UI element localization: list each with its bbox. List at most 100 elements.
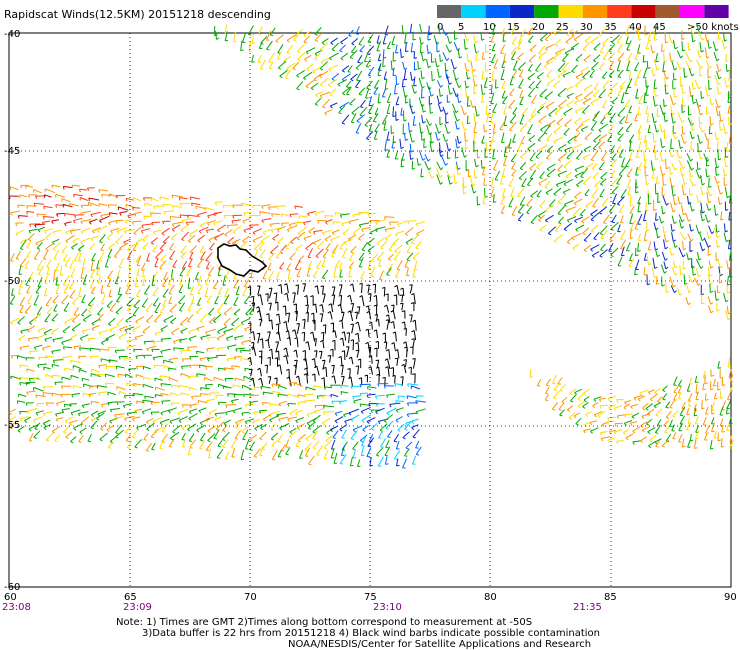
wind-barb-tick: [599, 432, 603, 436]
wind-barb: [566, 28, 574, 35]
wind-barb-tick: [152, 341, 156, 345]
wind-barb: [73, 193, 83, 197]
wind-barb-tick: [55, 413, 58, 417]
wind-barb-tick: [509, 94, 513, 96]
wind-barb: [286, 62, 296, 70]
wind-barb-tick: [62, 346, 65, 350]
wind-barb-tick: [70, 412, 74, 416]
wind-barb: [648, 389, 655, 393]
wind-barb: [373, 130, 378, 140]
wind-barb-tick: [63, 284, 67, 286]
wind-barb: [461, 147, 465, 158]
wind-barb-tick: [296, 88, 300, 91]
wind-barb-tick: [404, 346, 408, 349]
wind-barb-tick: [388, 258, 392, 261]
wind-barb-tick: [655, 94, 659, 98]
wind-barb: [206, 347, 215, 350]
wind-barb: [563, 107, 573, 115]
wind-barb: [125, 218, 133, 222]
wind-barb-tick: [393, 440, 398, 443]
wind-barb: [209, 316, 216, 323]
wind-barb-tick: [234, 437, 239, 440]
wind-barb: [80, 416, 90, 424]
wind-barb-tick: [208, 239, 212, 243]
wind-barb-tick: [277, 58, 281, 60]
wind-barb-tick: [330, 348, 334, 351]
wind-barb: [200, 251, 206, 260]
wind-barb-tick: [539, 39, 544, 42]
wind-barb: [46, 259, 52, 268]
wind-barb: [208, 448, 211, 458]
wind-barb-tick: [65, 231, 68, 235]
wind-barb: [706, 186, 711, 197]
wind-barb: [508, 197, 514, 207]
wind-barb: [123, 403, 133, 407]
wind-barb: [169, 377, 179, 382]
wind-barb: [409, 103, 414, 114]
wind-barb-tick: [654, 32, 659, 35]
wind-barb: [629, 151, 633, 161]
wind-barb-tick: [643, 101, 648, 104]
wind-barb: [671, 131, 676, 140]
wind-barb: [159, 196, 169, 200]
wind-barb: [209, 242, 215, 250]
wind-barb-tick: [397, 268, 401, 271]
wind-barb: [33, 416, 43, 421]
wind-barb: [109, 417, 118, 422]
wind-barb: [600, 243, 606, 251]
wind-barb: [169, 303, 177, 312]
wind-barb: [545, 378, 551, 386]
wind-barb: [582, 98, 592, 104]
wind-barb: [180, 251, 188, 258]
wind-barb: [517, 62, 526, 70]
wind-barb-tick: [37, 247, 41, 250]
wind-barb: [543, 124, 551, 134]
wind-barb: [649, 393, 658, 400]
wind-barb-tick: [564, 203, 567, 207]
wind-barb-tick: [646, 423, 650, 426]
wind-barb: [332, 229, 340, 234]
wind-barb: [106, 425, 114, 431]
wind-barb-tick: [395, 233, 398, 237]
wind-barb-tick: [332, 437, 336, 439]
wind-barb: [145, 443, 153, 451]
wind-barb-tick: [116, 324, 120, 327]
wind-barb-tick: [607, 398, 611, 402]
wind-barb-tick: [358, 224, 362, 228]
wind-barb: [503, 156, 508, 166]
wind-barb: [590, 209, 598, 215]
wind-barb: [230, 440, 236, 449]
wind-barb-tick: [428, 167, 432, 171]
wind-barb-tick: [282, 305, 286, 308]
wind-barb: [242, 235, 250, 242]
wind-barb: [490, 113, 494, 123]
wind-barb: [492, 103, 498, 113]
wind-barb: [131, 429, 139, 438]
wind-barb-tick: [400, 146, 404, 150]
wind-barb-tick: [657, 254, 661, 258]
wind-barb: [250, 369, 253, 377]
wind-barb: [269, 410, 280, 415]
wind-barb: [73, 345, 82, 348]
wind-barb: [421, 104, 424, 113]
wind-barb: [126, 338, 136, 342]
wind-barb: [573, 132, 581, 141]
wind-barb-tick: [235, 348, 238, 352]
wind-barb-tick: [402, 32, 406, 35]
wind-barb-tick: [637, 210, 641, 213]
wind-barb: [512, 60, 518, 71]
wind-barb: [611, 34, 620, 43]
wind-barb: [323, 450, 329, 459]
wind-barb: [329, 311, 333, 320]
wind-barb-tick: [727, 266, 731, 270]
wind-barb-tick: [8, 195, 11, 200]
wind-barb-tick: [401, 310, 405, 313]
wind-barb-tick: [671, 229, 675, 232]
wind-barb: [277, 226, 286, 231]
wind-barb: [306, 411, 316, 416]
wind-barb: [89, 243, 96, 250]
wind-barb: [223, 419, 231, 424]
wind-barb: [135, 374, 144, 378]
wind-barb: [78, 435, 84, 442]
wind-barb: [691, 32, 694, 42]
